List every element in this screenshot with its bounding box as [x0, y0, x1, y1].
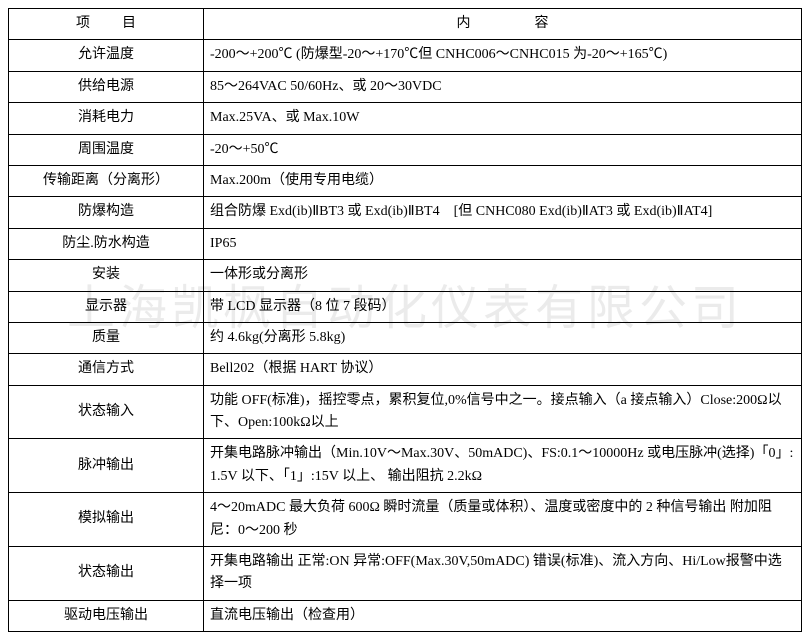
row-value: Bell202（根据 HART 协议）	[204, 354, 802, 385]
table-row: 状态输出 开集电路输出 正常:ON 异常:OFF(Max.30V,50mADC)…	[9, 547, 802, 601]
header-project: 项目	[9, 9, 204, 40]
row-label: 供给电源	[9, 71, 204, 102]
table-row: 状态输入 功能 OFF(标准)，摇控零点，累积复位,0%信号中之一。接点输入（a…	[9, 385, 802, 439]
table-row: 消耗电力 Max.25VA、或 Max.10W	[9, 103, 802, 134]
row-value: 开集电路脉冲输出（Min.10V～Max.30V、50mADC)、FS:0.1～…	[204, 439, 802, 493]
row-value: 85～264VAC 50/60Hz、或 20～30VDC	[204, 71, 802, 102]
table-row: 模拟输出 4～20mADC 最大负荷 600Ω 瞬时流量（质量或体积）、温度或密…	[9, 493, 802, 547]
table-row: 驱动电压输出 直流电压输出（检查用）	[9, 600, 802, 631]
table-row: 允许温度 -200～+200℃ (防爆型-20～+170℃但 CNHC006～C…	[9, 40, 802, 71]
row-label: 状态输入	[9, 385, 204, 439]
row-value: 约 4.6kg(分离形 5.8kg)	[204, 322, 802, 353]
table-row: 防爆构造 组合防爆 Exd(ib)ⅡBT3 或 Exd(ib)ⅡBT4 [但 C…	[9, 197, 802, 228]
table-row: 周围温度 -20～+50℃	[9, 134, 802, 165]
table-row: 传输距离（分离形） Max.200m（使用专用电缆）	[9, 165, 802, 196]
table-row: 显示器 带 LCD 显示器（8 位 7 段码）	[9, 291, 802, 322]
table-row: 脉冲输出 开集电路脉冲输出（Min.10V～Max.30V、50mADC)、FS…	[9, 439, 802, 493]
table-row: 供给电源 85～264VAC 50/60Hz、或 20～30VDC	[9, 71, 802, 102]
row-label: 防爆构造	[9, 197, 204, 228]
row-value: IP65	[204, 228, 802, 259]
row-label: 脉冲输出	[9, 439, 204, 493]
row-value: 直流电压输出（检查用）	[204, 600, 802, 631]
row-label: 传输距离（分离形）	[9, 165, 204, 196]
row-value: 开集电路输出 正常:ON 异常:OFF(Max.30V,50mADC) 错误(标…	[204, 547, 802, 601]
row-label: 状态输出	[9, 547, 204, 601]
row-label: 消耗电力	[9, 103, 204, 134]
table-row: 安装 一体形或分离形	[9, 260, 802, 291]
row-value: -20～+50℃	[204, 134, 802, 165]
table-row: 防尘.防水构造 IP65	[9, 228, 802, 259]
row-label: 模拟输出	[9, 493, 204, 547]
table-header-row: 项目 内容	[9, 9, 802, 40]
row-label: 周围温度	[9, 134, 204, 165]
row-label: 质量	[9, 322, 204, 353]
row-value: 一体形或分离形	[204, 260, 802, 291]
header-content: 内容	[204, 9, 802, 40]
spec-table: 项目 内容 允许温度 -200～+200℃ (防爆型-20～+170℃但 CNH…	[8, 8, 802, 632]
row-label: 允许温度	[9, 40, 204, 71]
row-value: 功能 OFF(标准)，摇控零点，累积复位,0%信号中之一。接点输入（a 接点输入…	[204, 385, 802, 439]
row-label: 安装	[9, 260, 204, 291]
row-value: 带 LCD 显示器（8 位 7 段码）	[204, 291, 802, 322]
row-value: -200～+200℃ (防爆型-20～+170℃但 CNHC006～CNHC01…	[204, 40, 802, 71]
table-row: 通信方式 Bell202（根据 HART 协议）	[9, 354, 802, 385]
table-row: 质量 约 4.6kg(分离形 5.8kg)	[9, 322, 802, 353]
row-value: Max.200m（使用专用电缆）	[204, 165, 802, 196]
row-label: 驱动电压输出	[9, 600, 204, 631]
row-value: 4～20mADC 最大负荷 600Ω 瞬时流量（质量或体积）、温度或密度中的 2…	[204, 493, 802, 547]
row-label: 防尘.防水构造	[9, 228, 204, 259]
row-label: 通信方式	[9, 354, 204, 385]
row-label: 显示器	[9, 291, 204, 322]
row-value: 组合防爆 Exd(ib)ⅡBT3 或 Exd(ib)ⅡBT4 [但 CNHC08…	[204, 197, 802, 228]
row-value: Max.25VA、或 Max.10W	[204, 103, 802, 134]
